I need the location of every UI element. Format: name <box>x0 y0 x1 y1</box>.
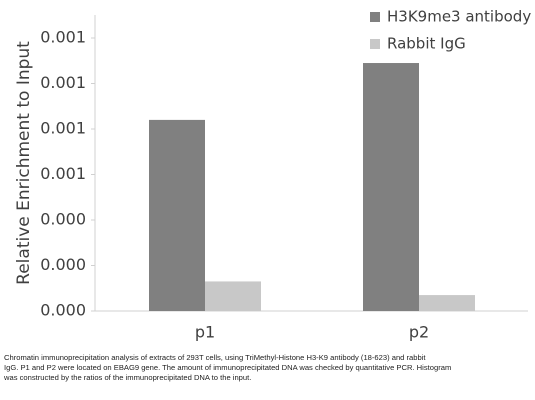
y-tick-label: 0.001 <box>40 28 86 47</box>
x-tick-label: p1 <box>195 323 215 342</box>
legend-label: Rabbit IgG <box>387 35 466 53</box>
y-tick-label: 0.001 <box>40 164 86 183</box>
bar <box>149 119 205 312</box>
caption-line: IgG. P1 and P2 were located on EBAG9 gen… <box>4 363 452 372</box>
legend-label: H3K9me3 antibody <box>387 8 531 26</box>
legend-swatch <box>370 39 380 49</box>
y-tick-label: 0.000 <box>40 301 86 320</box>
y-tick-label: 0.001 <box>40 73 86 92</box>
bar <box>205 281 261 311</box>
chart: Relative Enrichment to Input 0.000 0.000 0… <box>14 8 531 342</box>
caption-line: was constructed by the ratios of the imm… <box>4 373 252 382</box>
y-tick-label: 0.000 <box>40 210 86 229</box>
y-axis-label: Relative Enrichment to Input <box>14 41 34 285</box>
x-tick-label: p2 <box>409 323 429 342</box>
y-tick-label: 0.000 <box>40 255 86 274</box>
y-tick-label: 0.001 <box>40 119 86 138</box>
caption-line: Chromatin immunoprecipitation analysis o… <box>4 353 426 362</box>
legend-swatch <box>370 12 380 22</box>
caption: Chromatin immunoprecipitation analysis o… <box>4 353 532 383</box>
bar <box>363 63 419 312</box>
bar <box>419 295 475 311</box>
